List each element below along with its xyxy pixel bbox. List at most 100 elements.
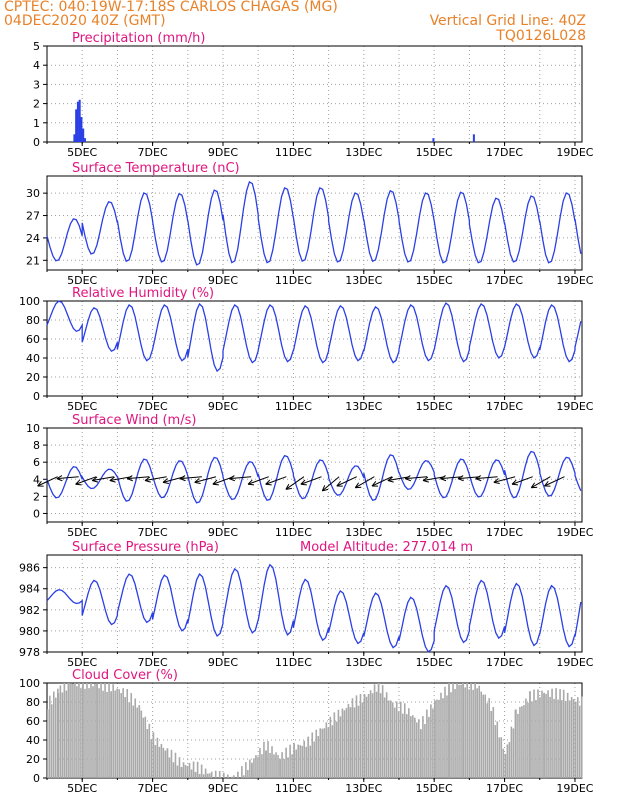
cloud-bar (180, 766, 183, 778)
y-tick-label: 982 (19, 604, 40, 617)
cloud-bar (351, 698, 354, 778)
cloud-bar (500, 737, 503, 778)
cloud-bar (448, 683, 450, 778)
wind-arrow-head (285, 483, 292, 490)
cloud-bar (160, 743, 163, 778)
y-tick-label: 30 (26, 187, 40, 200)
cloud-bar (420, 729, 422, 778)
cloud-bar (70, 684, 72, 778)
wind-arrow (355, 476, 375, 489)
wind-arrow (92, 476, 114, 482)
cloud-bar (510, 726, 513, 778)
cloud-bar (57, 693, 60, 778)
cloud-bar (311, 732, 314, 778)
cloud-bar (377, 683, 380, 778)
cloud-bar (381, 685, 384, 778)
cloud-bar (176, 765, 179, 778)
x-tick-label: 7DEC (138, 526, 168, 539)
cloud-bar (482, 694, 485, 778)
cloud-bar (387, 700, 390, 778)
cloud-bar (214, 770, 217, 778)
cloud-bar (480, 691, 483, 778)
cloud-bar (408, 708, 410, 778)
cloud-bar (450, 692, 452, 778)
y-tick-label: 27 (26, 210, 40, 223)
cloud-bar (277, 755, 279, 778)
cloud-bar (414, 717, 416, 778)
y-tick-label: 60 (26, 715, 40, 728)
cloud-bar (327, 727, 330, 778)
x-tick-label: 19DEC (556, 782, 593, 795)
y-tick-label: 4 (33, 473, 40, 486)
cloud-bar (492, 706, 495, 778)
cloud-bar (204, 768, 207, 778)
precip-bar (472, 134, 475, 142)
panel-title: Relative Humidity (%) (72, 286, 214, 301)
cloud-bar (114, 690, 116, 778)
wind-arrow-head (440, 475, 447, 482)
cloud-bar (218, 770, 221, 778)
cloud-bar (560, 700, 563, 778)
cloud-bar (96, 683, 98, 778)
cloud-bar (106, 691, 108, 778)
cloud-bar (168, 757, 171, 778)
panel-frame (46, 300, 583, 397)
cloud-bar (440, 692, 442, 778)
x-tick-label: 15DEC (416, 400, 453, 413)
series-line (46, 180, 582, 266)
cloud-bar (226, 774, 229, 778)
wind-arrow-head (404, 475, 412, 482)
x-tick-label: 7DEC (138, 782, 168, 795)
cloud-bar (80, 688, 82, 778)
cloud-bar (325, 722, 328, 778)
cloud-bar (237, 771, 239, 778)
cloud-bar (65, 690, 68, 778)
y-tick-label: 40 (26, 734, 40, 747)
y-tick-label: 978 (19, 646, 40, 659)
cloud-bar (178, 757, 181, 778)
wind-arrow-head (457, 475, 464, 482)
wind-arrow (37, 476, 58, 487)
cloud-bar (412, 715, 414, 778)
x-tick-label: 7DEC (138, 400, 168, 413)
cloud-bar (92, 686, 94, 778)
cloud-bar (454, 688, 456, 778)
y-tick-label: 10 (26, 422, 40, 435)
cloud-bar (47, 709, 49, 778)
panel-frame (46, 427, 583, 523)
x-tick-label: 17DEC (486, 146, 523, 159)
cloud-bar (517, 713, 519, 778)
cloud-bar (432, 708, 434, 778)
cloud-bar (184, 765, 187, 778)
wind-arrow (127, 476, 150, 480)
cloud-bar (535, 700, 537, 778)
cloud-bar (245, 762, 247, 778)
cloud-bar (283, 759, 285, 778)
cloud-bar (574, 702, 577, 778)
cloud-bar (551, 688, 553, 778)
cloud-bar (428, 716, 430, 778)
cloud-bar (279, 759, 281, 778)
cloud-bar (230, 776, 233, 778)
cloud-bar (494, 725, 497, 778)
cloud-bar (271, 746, 273, 778)
precip-bar (73, 134, 76, 142)
cloud-bar (269, 753, 271, 778)
y-tick-label: 80 (26, 696, 40, 709)
cloud-bar (124, 697, 127, 778)
cloud-bar (345, 707, 348, 778)
cloud-bar (337, 709, 340, 778)
cloud-bar (357, 705, 360, 778)
x-tick-label: 5DEC (67, 782, 97, 795)
wind-arrow-head (56, 475, 63, 482)
cloud-bar (275, 752, 277, 778)
precip-bar (75, 109, 78, 142)
cloud-bar (385, 692, 388, 778)
x-tick-label: 15DEC (416, 146, 453, 159)
cloud-bar (468, 689, 470, 778)
panel-frame (46, 554, 583, 653)
cloud-bar (533, 689, 535, 778)
y-tick-label: 984 (19, 583, 40, 596)
cloud-bar (76, 686, 78, 778)
wind-arrow-head (493, 478, 500, 485)
